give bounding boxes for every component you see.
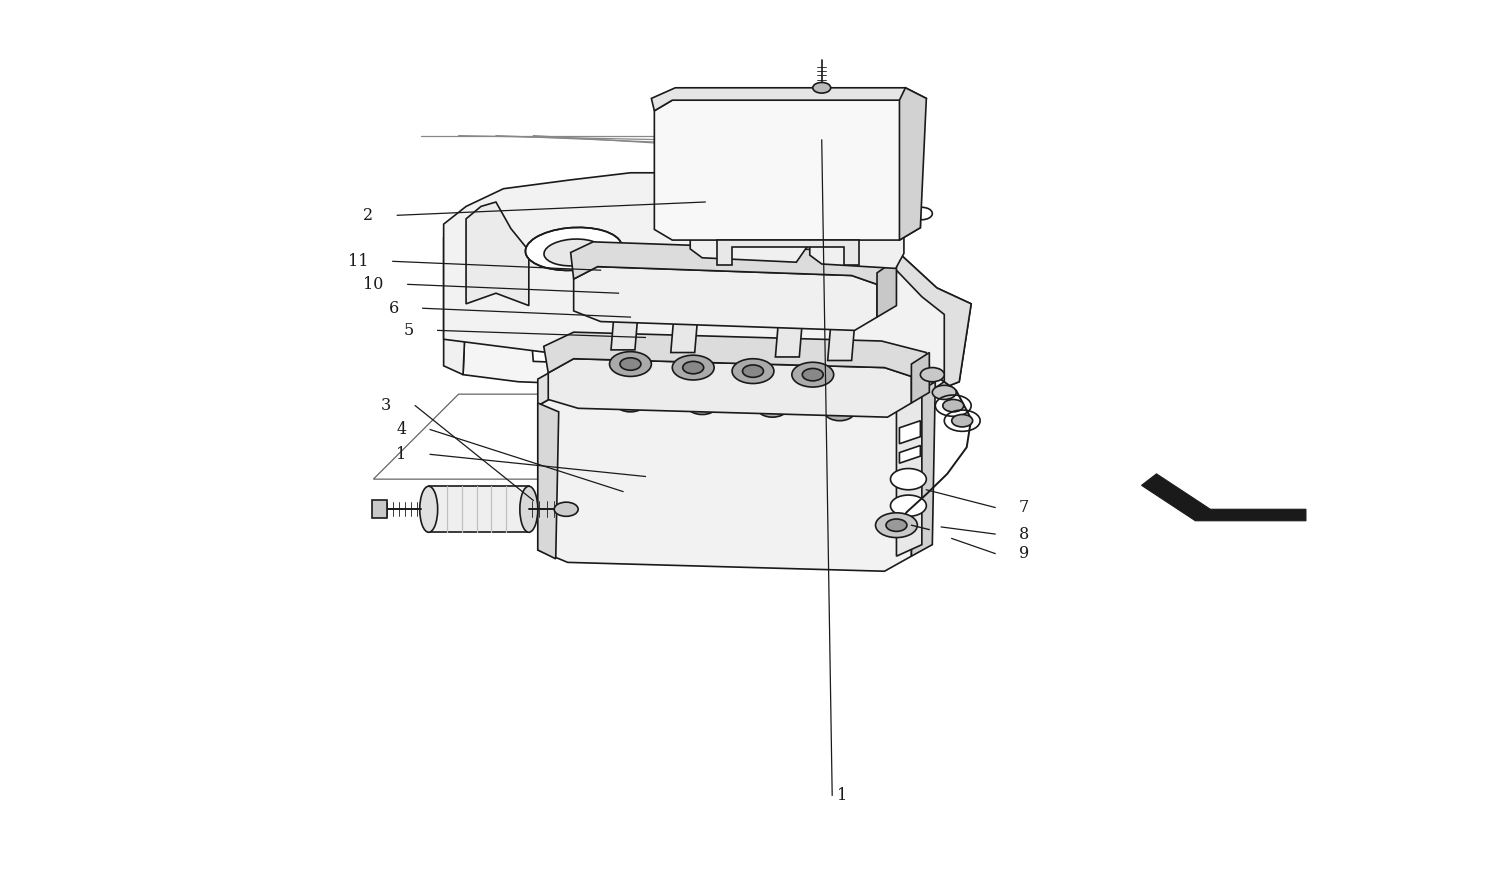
Circle shape (620, 358, 640, 371)
Circle shape (890, 193, 910, 206)
Polygon shape (538, 403, 558, 559)
Polygon shape (912, 381, 936, 556)
Polygon shape (544, 332, 930, 376)
Circle shape (921, 368, 945, 381)
Polygon shape (900, 88, 927, 240)
Circle shape (890, 208, 910, 220)
Circle shape (886, 519, 908, 531)
Polygon shape (610, 315, 638, 350)
Polygon shape (444, 216, 530, 374)
Text: 8: 8 (1019, 526, 1029, 543)
Text: 1: 1 (396, 446, 406, 462)
Text: 11: 11 (348, 253, 369, 270)
Polygon shape (444, 173, 970, 399)
Polygon shape (717, 240, 860, 265)
Circle shape (933, 385, 956, 399)
Circle shape (669, 366, 699, 383)
Polygon shape (429, 486, 530, 532)
Circle shape (876, 513, 918, 537)
Polygon shape (670, 317, 698, 353)
Text: 4: 4 (396, 421, 406, 438)
Polygon shape (464, 293, 951, 399)
Polygon shape (538, 390, 915, 571)
Circle shape (698, 174, 718, 186)
Polygon shape (538, 364, 933, 408)
Circle shape (672, 356, 714, 380)
Circle shape (693, 372, 711, 382)
Ellipse shape (520, 486, 538, 532)
Circle shape (675, 370, 693, 380)
Circle shape (682, 362, 703, 374)
Polygon shape (912, 353, 930, 403)
Polygon shape (897, 390, 922, 556)
Text: 6: 6 (388, 299, 399, 317)
Polygon shape (878, 259, 897, 317)
Polygon shape (651, 88, 927, 110)
Circle shape (812, 219, 844, 238)
Polygon shape (776, 322, 802, 357)
Polygon shape (690, 216, 807, 262)
Circle shape (891, 495, 927, 517)
Text: 7: 7 (1019, 499, 1029, 516)
Circle shape (615, 394, 645, 412)
Text: 3: 3 (381, 397, 392, 414)
Circle shape (554, 503, 578, 517)
Circle shape (758, 399, 788, 417)
Circle shape (802, 369, 824, 380)
Polygon shape (900, 421, 921, 444)
Circle shape (813, 83, 831, 93)
Text: 9: 9 (1019, 545, 1029, 562)
Ellipse shape (525, 227, 622, 271)
Circle shape (944, 399, 963, 412)
Circle shape (792, 363, 834, 387)
Circle shape (732, 359, 774, 383)
Ellipse shape (544, 239, 603, 266)
Circle shape (609, 352, 651, 376)
Circle shape (794, 204, 826, 224)
Circle shape (891, 469, 927, 490)
Polygon shape (862, 184, 970, 399)
Ellipse shape (420, 486, 438, 532)
Circle shape (951, 414, 972, 427)
Polygon shape (828, 325, 855, 361)
Circle shape (687, 396, 717, 414)
Polygon shape (810, 222, 904, 268)
Polygon shape (900, 446, 921, 463)
Polygon shape (570, 241, 897, 284)
Text: 2: 2 (363, 207, 374, 224)
Text: 10: 10 (363, 276, 384, 293)
Circle shape (825, 403, 855, 421)
Text: 5: 5 (404, 322, 414, 339)
Polygon shape (687, 205, 822, 230)
Polygon shape (807, 211, 919, 235)
Polygon shape (1142, 474, 1306, 520)
Circle shape (831, 204, 864, 224)
Circle shape (742, 365, 764, 377)
Polygon shape (573, 266, 878, 331)
Text: 1: 1 (837, 787, 848, 804)
Polygon shape (372, 501, 387, 518)
Polygon shape (466, 202, 530, 306)
Polygon shape (549, 359, 912, 417)
Circle shape (687, 369, 717, 386)
Polygon shape (654, 100, 921, 240)
Circle shape (912, 208, 933, 220)
